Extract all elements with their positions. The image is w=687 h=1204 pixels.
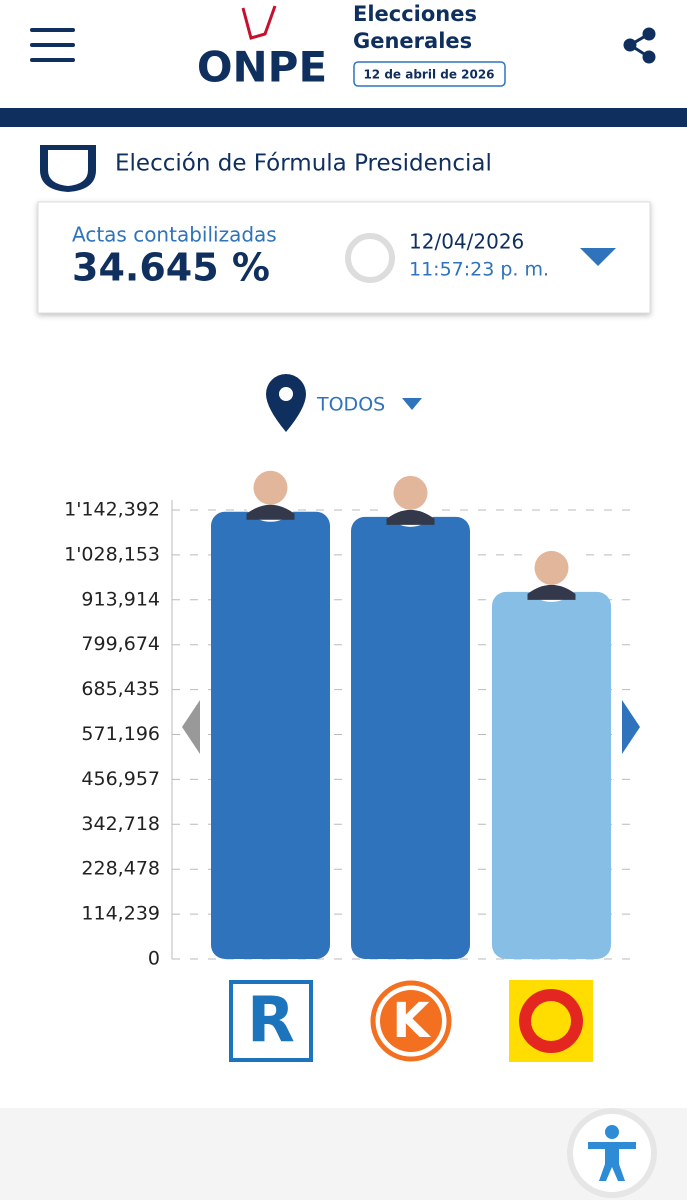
- party-logo-r: [229, 980, 313, 1062]
- logo-text: ONPE: [197, 43, 327, 92]
- party-logo-sun: [509, 980, 593, 1062]
- summary-toggle[interactable]: [580, 248, 616, 266]
- bar: [211, 511, 330, 959]
- event-title: Generales: [353, 29, 472, 53]
- next-arrow[interactable]: [622, 700, 640, 754]
- accessibility-icon: [588, 1125, 636, 1181]
- event-title: Elecciones: [353, 2, 477, 26]
- party-logo-r-letter: R: [247, 983, 295, 1056]
- party-logo-k-letter: K: [392, 993, 431, 1049]
- party-logo-k-inner: [380, 990, 442, 1052]
- candidate-face: [393, 475, 428, 510]
- header-bar: [0, 108, 687, 127]
- bar: [351, 516, 470, 959]
- y-tick-label: 685,435: [81, 678, 160, 700]
- filter-label[interactable]: TODOS: [316, 394, 385, 416]
- candidate-suit: [386, 509, 435, 525]
- y-tick-label: 1'142,392: [64, 499, 160, 521]
- y-tick-label: 228,478: [81, 858, 160, 880]
- y-tick-label: 571,196: [81, 723, 160, 745]
- y-tick-label: 342,718: [81, 813, 160, 835]
- clock-icon: [345, 233, 395, 283]
- chart: 0 114,239 228,478 342,718 456,957 571,196 685,…: [64, 461, 640, 1062]
- y-tick-label: 799,674: [81, 633, 160, 655]
- share-button[interactable]: [623, 27, 656, 64]
- y-tick-label: 1'028,153: [64, 543, 160, 565]
- event-date: 12 de abril de 2026: [363, 68, 494, 82]
- candidate-suit: [246, 504, 295, 520]
- summary-label: Actas contabilizadas: [72, 223, 277, 247]
- date-badge: [353, 61, 506, 87]
- summary-date: 12/04/2026: [409, 230, 524, 254]
- coat-of-arms: [40, 145, 96, 192]
- summary-percent: 34.645 %: [72, 246, 270, 290]
- prev-arrow[interactable]: [182, 700, 200, 754]
- bar: [492, 591, 611, 959]
- y-tick-label: 913,914: [81, 588, 160, 610]
- candidate-suit: [527, 584, 576, 600]
- location-icon-dot: [279, 387, 293, 401]
- summary-time: 11:57:23 p. m.: [409, 259, 549, 281]
- candidate-face: [534, 550, 569, 585]
- menu-button[interactable]: [30, 28, 75, 62]
- y-tick-label: 114,239: [81, 903, 160, 925]
- y-tick-label: 0: [148, 948, 160, 970]
- logo-mark: [241, 5, 277, 40]
- filter-toggle[interactable]: [402, 398, 422, 410]
- location-icon: [266, 374, 306, 432]
- section-title: Elección de Fórmula Presidencial: [115, 151, 492, 177]
- summary-card: [37, 201, 651, 314]
- candidate-face: [253, 470, 288, 505]
- y-tick-label: 456,957: [81, 768, 160, 790]
